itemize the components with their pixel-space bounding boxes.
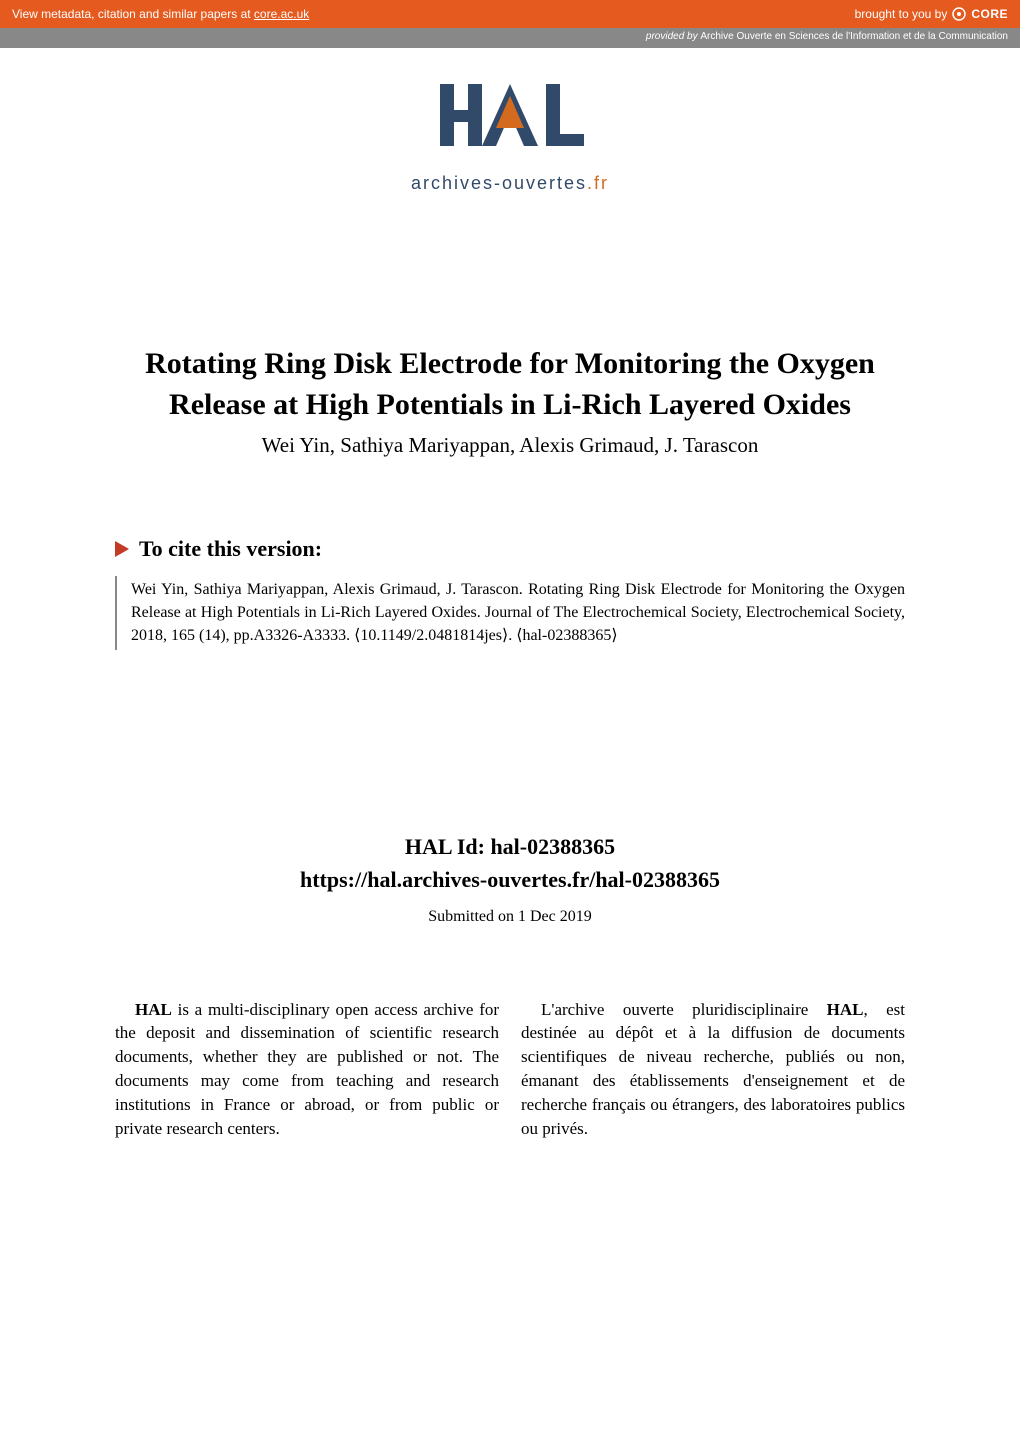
hal-url-link[interactable]: https://hal.archives-ouvertes.fr/hal-023… — [300, 867, 720, 892]
core-left: View metadata, citation and similar pape… — [12, 7, 309, 21]
core-metadata-text: View metadata, citation and similar pape… — [12, 7, 254, 21]
desc-fr-rest: , est destinée au dépôt et à la diffusio… — [521, 1000, 905, 1138]
citation-block: Wei Yin, Sathiya Mariyappan, Alexis Grim… — [115, 576, 905, 650]
core-right: brought to you by CORE — [855, 6, 1008, 22]
description-columns: HAL is a multi-disciplinary open access … — [115, 998, 905, 1141]
core-banner: View metadata, citation and similar pape… — [0, 0, 1020, 48]
core-banner-top: View metadata, citation and similar pape… — [0, 0, 1020, 28]
page-content: Rotating Ring Disk Electrode for Monitor… — [0, 344, 1020, 1140]
submitted-date: Submitted on 1 Dec 2019 — [115, 908, 905, 926]
core-provided-source: Archive Ouverte en Sciences de l'Informa… — [700, 31, 1008, 42]
core-provided-prefix: provided by — [646, 31, 700, 42]
core-provided-bar: provided by Archive Ouverte en Sciences … — [0, 28, 1020, 48]
core-link[interactable]: core.ac.uk — [254, 7, 309, 21]
hal-id-line: HAL Id: hal-02388365 — [115, 830, 905, 863]
description-en: HAL is a multi-disciplinary open access … — [115, 998, 499, 1141]
core-logo-icon — [951, 6, 967, 22]
desc-en-lead: HAL — [135, 1000, 172, 1019]
hal-logo-region: archives-ouvertes.fr — [0, 74, 1020, 194]
desc-fr-lead: HAL — [827, 1000, 864, 1019]
hal-wordmark-suffix: .fr — [587, 173, 609, 193]
description-fr: L'archive ouverte pluridisciplinaire HAL… — [521, 998, 905, 1141]
hal-wordmark: archives-ouvertes.fr — [411, 173, 609, 194]
core-brought-by: brought to you by — [855, 7, 948, 21]
paper-title: Rotating Ring Disk Electrode for Monitor… — [115, 344, 905, 425]
desc-fr-pre: L'archive ouverte pluridisciplinaire — [541, 1000, 827, 1019]
cite-heading-row: To cite this version: — [115, 536, 905, 562]
hal-url-line[interactable]: https://hal.archives-ouvertes.fr/hal-023… — [115, 863, 905, 896]
hal-logo-svg — [430, 74, 590, 164]
core-brand-text: CORE — [971, 7, 1008, 21]
hal-logo: archives-ouvertes.fr — [411, 74, 609, 194]
hal-id-block: HAL Id: hal-02388365 https://hal.archive… — [115, 830, 905, 896]
cite-heading: To cite this version: — [139, 536, 322, 562]
desc-en-rest: is a multi-disciplinary open access arch… — [115, 1000, 499, 1138]
triangle-right-icon — [115, 541, 129, 557]
hal-wordmark-main: archives-ouvertes — [411, 173, 587, 193]
paper-authors: Wei Yin, Sathiya Mariyappan, Alexis Grim… — [115, 433, 905, 458]
